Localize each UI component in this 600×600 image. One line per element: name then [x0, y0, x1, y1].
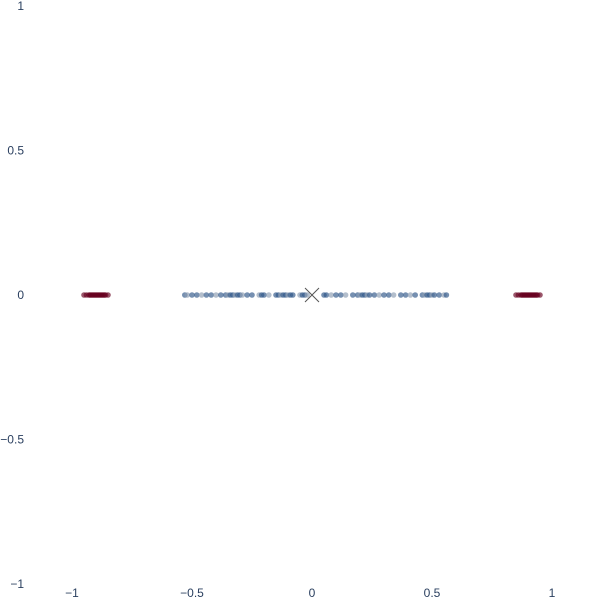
data-point: [338, 292, 344, 298]
data-point: [412, 292, 419, 298]
data-point: [537, 292, 543, 298]
y-axis-tick-labels: 1 0.5 0 −0.5 −1: [0, 0, 24, 591]
data-point: [290, 292, 296, 298]
data-point: [407, 292, 414, 298]
data-point: [402, 292, 409, 298]
data-point: [398, 292, 404, 298]
x-tick-label: 0.5: [424, 586, 441, 600]
data-point: [371, 292, 378, 298]
y-tick-label: −0.5: [0, 433, 24, 447]
data-point: [443, 292, 450, 298]
series-0: [81, 292, 543, 298]
data-point: [342, 292, 349, 298]
data-point: [386, 292, 392, 298]
data-point: [323, 292, 330, 298]
data-point: [244, 292, 250, 298]
data-point: [390, 292, 397, 298]
center-x-marker: [304, 287, 320, 303]
data-point: [184, 292, 190, 298]
data-point: [203, 292, 210, 298]
x-tick-label: −0.5: [180, 586, 204, 600]
x-tick-label: 1: [549, 586, 556, 600]
data-point: [304, 292, 311, 298]
data-point: [198, 292, 205, 298]
data-point: [436, 292, 443, 298]
x-axis-tick-labels: −1 −0.5 0 0.5 1: [65, 586, 556, 600]
data-point: [208, 292, 214, 298]
y-tick-label: −1: [10, 577, 24, 591]
data-point: [431, 292, 438, 298]
data-point: [376, 292, 383, 298]
data-point: [328, 292, 335, 298]
data-point: [249, 292, 255, 298]
data-point: [239, 292, 246, 298]
data-point: [213, 292, 219, 298]
data-point: [194, 292, 200, 298]
x-tick-label: 0: [309, 586, 316, 600]
data-point: [218, 292, 224, 298]
series-2: [304, 287, 320, 303]
data-point: [105, 292, 111, 298]
data-point: [261, 292, 267, 298]
data-point: [366, 292, 373, 298]
data-point: [350, 292, 356, 298]
y-tick-label: 0.5: [7, 144, 24, 158]
data-point: [189, 292, 195, 298]
y-tick-label: 1: [17, 0, 24, 13]
data-point: [381, 292, 387, 298]
x-tick-label: −1: [65, 586, 79, 600]
data-point: [266, 292, 272, 298]
data-point: [333, 292, 339, 298]
plot-area: [81, 287, 543, 303]
series-1: [182, 292, 450, 298]
y-tick-label: 0: [17, 288, 24, 302]
